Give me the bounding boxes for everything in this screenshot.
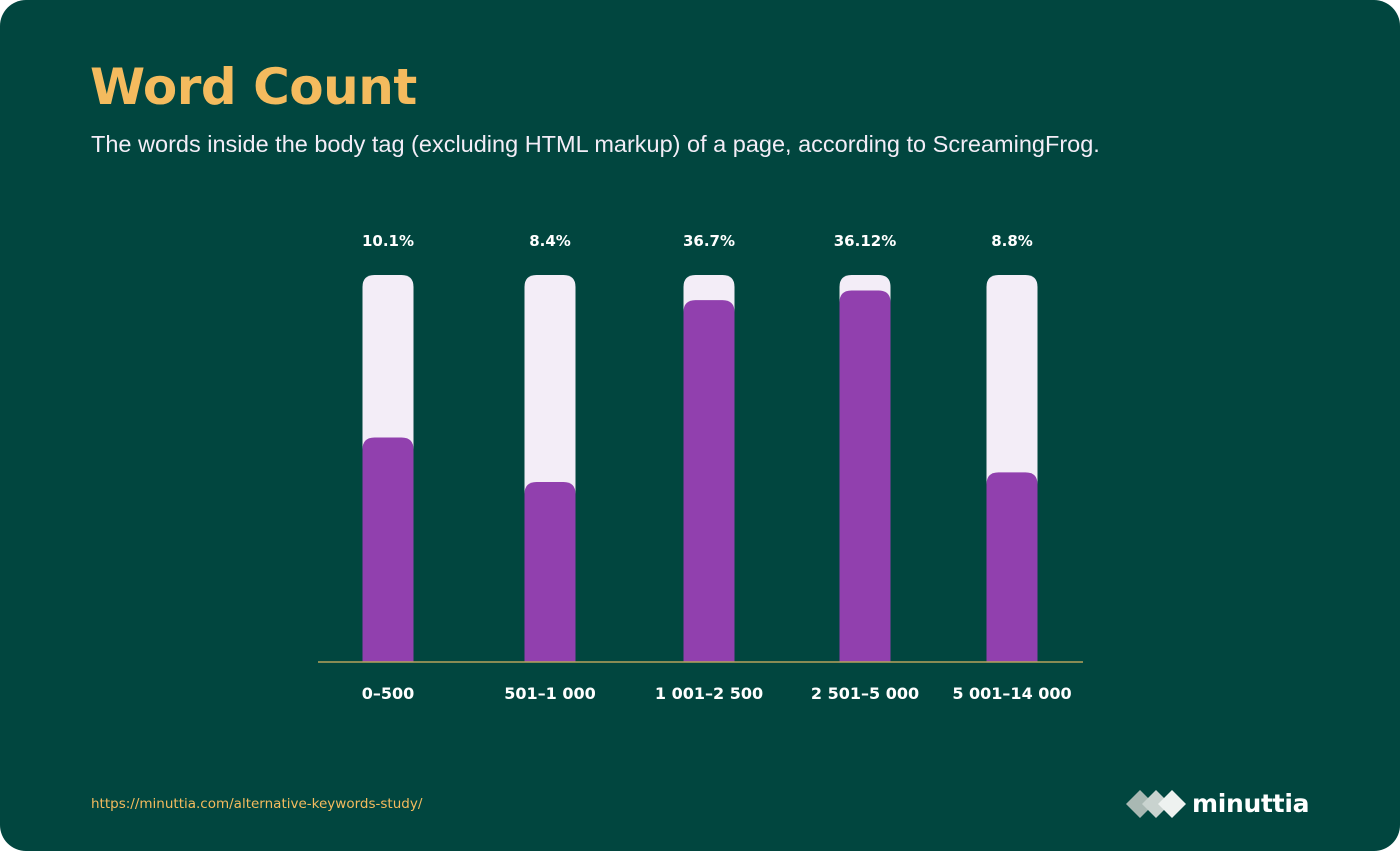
bar bbox=[986, 472, 1038, 662]
category-label: 0–500 bbox=[362, 684, 415, 703]
page-title: Word Count bbox=[90, 58, 417, 116]
category-label: 5 001–14 000 bbox=[952, 684, 1071, 703]
bar bbox=[683, 300, 735, 662]
bar-value-label: 10.1% bbox=[362, 232, 414, 250]
bar bbox=[362, 437, 414, 662]
brand-name: minuttia bbox=[1192, 789, 1310, 818]
bar-value-label: 36.7% bbox=[683, 232, 735, 250]
page-subtitle: The words inside the body tag (excluding… bbox=[91, 131, 1100, 157]
bar-value-label: 8.8% bbox=[991, 232, 1033, 250]
bars-layer: 10.1% 0–500 8.4% 501–1 000 36.7% 1 001–2 500 3… bbox=[362, 232, 1072, 703]
category-label: 501–1 000 bbox=[504, 684, 596, 703]
diamond-chevron-icon bbox=[1126, 790, 1186, 818]
bar-value-label: 8.4% bbox=[529, 232, 571, 250]
bar bbox=[524, 482, 576, 662]
bar-value-label: 36.12% bbox=[834, 232, 896, 250]
category-label: 2 501–5 000 bbox=[811, 684, 919, 703]
bar bbox=[839, 290, 891, 662]
source-link[interactable]: https://minuttia.com/alternative-keyword… bbox=[91, 796, 423, 812]
category-label: 1 001–2 500 bbox=[655, 684, 763, 703]
brand-logo: minuttia bbox=[1124, 786, 1309, 822]
